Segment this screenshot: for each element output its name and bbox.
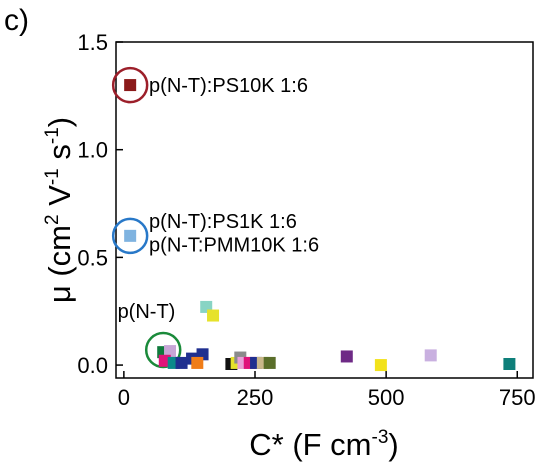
y-axis-title: μ (cm2 V-1 s-1) <box>42 117 77 303</box>
data-point <box>264 357 276 369</box>
x-axis-title-end: ) <box>388 427 398 462</box>
y-axis-title-part: ) <box>42 117 77 127</box>
annotation-label: p(N-T) <box>118 301 176 323</box>
data-point <box>503 358 515 370</box>
y-axis-title-sup: -1 <box>42 127 63 144</box>
data-point <box>375 359 387 371</box>
x-tick-label: 250 <box>237 385 274 410</box>
annotation-label: p(N-T):PS10K 1:6 <box>149 75 308 97</box>
data-point <box>425 349 437 361</box>
y-tick-label: 0.0 <box>77 353 108 378</box>
annotation-label: p(N-T:PMM10K 1:6 <box>149 234 319 256</box>
y-tick-label: 1.0 <box>77 138 108 163</box>
data-point <box>176 357 188 369</box>
x-tick-label: 500 <box>368 385 405 410</box>
x-axis-title: C* (F cm-3) <box>249 427 399 462</box>
annotations: p(N-T):PS10K 1:6 p(N-T):PS1K 1:6p(N-T:PMM… <box>118 75 320 323</box>
y-tick-label: 1.5 <box>77 30 108 55</box>
x-axis-title-main: C* (F cm <box>249 427 371 462</box>
x-tick-label: 0 <box>118 385 130 410</box>
annotation-label: p(N-T):PS1K 1:6 <box>149 211 297 233</box>
y-axis-title-part: μ (cm <box>42 225 77 303</box>
y-axis-title-sup: -1 <box>42 168 63 185</box>
data-point <box>191 357 203 369</box>
data-point <box>124 230 136 242</box>
panel-label: c) <box>4 4 29 37</box>
x-axis-title-sup: -3 <box>372 427 389 448</box>
x-axis: 0 250 500 750 <box>118 371 536 410</box>
data-point <box>341 350 353 362</box>
data-point <box>124 79 136 91</box>
y-axis-title-sup: 2 <box>42 214 63 225</box>
y-axis-title-part: V <box>42 185 77 215</box>
data-point <box>207 310 219 322</box>
y-axis-title-part: s <box>42 144 77 168</box>
y-tick-label: 0.5 <box>77 245 108 270</box>
x-tick-label: 750 <box>499 385 536 410</box>
